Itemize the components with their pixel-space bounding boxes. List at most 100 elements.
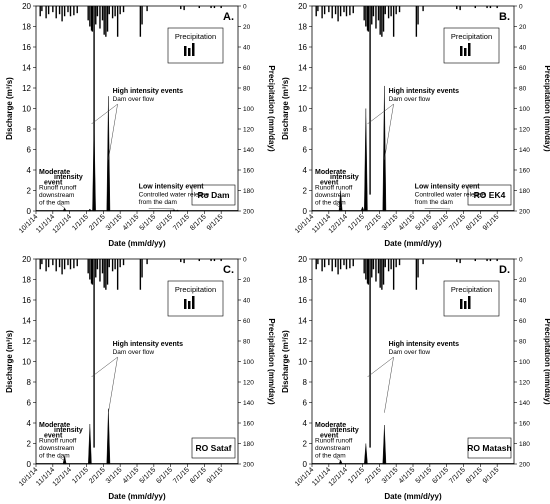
right-axis-tick-label: 160 <box>519 168 530 175</box>
station-label-box <box>467 437 512 459</box>
x-axis-tick-label: 9/1/15 <box>482 213 501 232</box>
left-axis-title: Discharge (m³/s) <box>5 330 14 393</box>
left-axis-tick-label: 16 <box>22 296 31 305</box>
left-axis-tick-label: 16 <box>22 43 31 52</box>
precip-bar <box>95 259 97 278</box>
x-axis-tick-label: 5/1/15 <box>415 466 434 485</box>
precip-bar <box>220 6 222 9</box>
precip-bar <box>315 259 317 270</box>
right-axis-tick-label: 80 <box>519 339 527 346</box>
right-axis-tick-label: 40 <box>519 45 527 52</box>
precip-bar <box>343 6 345 13</box>
precip-legend-swatch <box>468 43 471 56</box>
precip-bar <box>377 259 380 274</box>
precip-bar <box>367 6 370 32</box>
precip-bar <box>496 6 498 9</box>
left-axis-tick-label: 2 <box>27 440 32 449</box>
annotation-leader <box>367 356 394 378</box>
precip-bar <box>116 259 119 290</box>
precip-bar <box>67 6 69 13</box>
precip-bar <box>422 259 424 265</box>
left-axis-tick-label: 20 <box>298 2 307 11</box>
precip-bar <box>352 259 354 267</box>
x-axis-tick-label: 5/1/15 <box>415 213 434 232</box>
annotation-title: Moderate <box>39 169 70 176</box>
left-axis-tick-label: 4 <box>303 166 308 175</box>
precip-bar <box>387 6 390 19</box>
left-axis-tick-label: 2 <box>27 187 32 196</box>
discharge-peak <box>92 122 96 212</box>
right-axis-tick-label: 40 <box>243 45 251 52</box>
annotation-text: from the dam <box>415 199 453 206</box>
annotation-text: of the dam <box>39 452 70 459</box>
precip-bar <box>111 6 114 19</box>
precip-bar <box>363 259 365 274</box>
precip-bar <box>349 6 351 16</box>
precip-bar <box>398 6 401 13</box>
precip-bar <box>108 6 110 15</box>
precip-legend: Precipitation <box>443 280 500 317</box>
x-axis-tick-label: 4/1/15 <box>398 213 417 232</box>
precip-bar <box>459 6 461 11</box>
annotation-leader <box>384 104 394 160</box>
right-axis-tick-label: 0 <box>519 4 523 11</box>
annotation-leader <box>334 203 341 209</box>
x-axis-tick-label: 8/1/15 <box>465 466 484 485</box>
precip-bar <box>105 6 107 37</box>
precip-bar <box>146 6 148 12</box>
x-axis-tick-label: 3/1/15 <box>105 466 124 485</box>
annotation-title: Moderate <box>315 422 346 429</box>
left-axis-tick-label: 0 <box>303 460 308 469</box>
x-axis-tick-label: 3/1/15 <box>381 466 400 485</box>
x-axis-tick-label: 7/1/15 <box>172 213 191 232</box>
precip-bar <box>116 6 119 37</box>
left-axis-tick-label: 18 <box>22 276 31 285</box>
x-axis-tick-label: 4/1/15 <box>122 466 141 485</box>
left-axis-tick-label: 18 <box>298 276 307 285</box>
right-axis-title: Precipitation (mm/day) <box>267 318 276 405</box>
precip-bar <box>395 259 397 268</box>
precip-bar <box>371 6 373 25</box>
discharge-peak <box>364 443 368 465</box>
precip-bar <box>369 259 371 448</box>
precip-bar <box>496 259 498 262</box>
precip-bar <box>47 259 50 268</box>
annotation-title: High intensity events <box>113 88 184 95</box>
precip-bar <box>352 6 354 14</box>
left-axis-tick-label: 2 <box>303 440 308 449</box>
annotation-text: Controlled water release <box>415 191 486 198</box>
right-axis-tick-label: 20 <box>519 277 527 284</box>
precip-bar <box>180 6 182 10</box>
precip-bar <box>474 259 476 262</box>
precip-bar <box>41 6 43 12</box>
precip-bar <box>213 259 216 262</box>
precip-bar <box>106 6 109 32</box>
left-axis-tick-label: 12 <box>298 84 307 93</box>
right-axis-tick-label: 60 <box>243 318 251 325</box>
precip-legend-swatch <box>192 296 195 309</box>
annotation-text: downstream <box>315 192 350 199</box>
right-axis-title: Precipitation (mm/day) <box>543 65 550 152</box>
precip-bar <box>331 259 333 272</box>
precip-bar <box>369 6 371 195</box>
precip-bar <box>323 259 326 268</box>
precip-bar <box>52 259 54 266</box>
precip-bar <box>183 6 185 11</box>
precip-bar <box>390 6 392 17</box>
annotation-title: intensity <box>330 174 359 181</box>
annotation-text: Dam over flow <box>389 349 431 356</box>
annotation-title: High intensity events <box>389 88 460 95</box>
precip-bar <box>375 6 377 29</box>
annotation-text: of the dam <box>315 199 346 206</box>
precip-bar <box>379 259 381 288</box>
precip-legend-label: Precipitation <box>451 285 492 294</box>
annotation-text: Runoff runoff <box>39 184 77 191</box>
precip-bar <box>87 6 89 21</box>
panel-letter: B. <box>499 11 510 23</box>
precip-legend-swatch <box>184 46 187 56</box>
left-axis-tick-label: 14 <box>22 317 31 326</box>
precip-bar <box>45 6 47 19</box>
